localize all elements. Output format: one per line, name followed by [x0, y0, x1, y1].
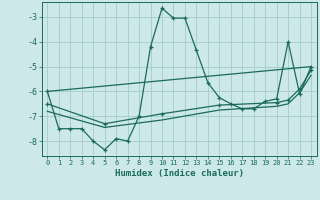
X-axis label: Humidex (Indice chaleur): Humidex (Indice chaleur): [115, 169, 244, 178]
